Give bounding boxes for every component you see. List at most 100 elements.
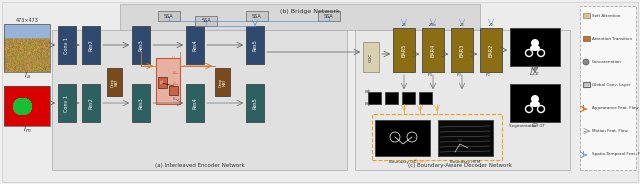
Text: $M_k^b$: $M_k^b$ bbox=[364, 88, 372, 98]
FancyBboxPatch shape bbox=[583, 13, 590, 18]
Text: BAR2: BAR2 bbox=[488, 43, 493, 57]
Text: Appearance Feat. Flow: Appearance Feat. Flow bbox=[592, 106, 639, 110]
Text: GDC: GDC bbox=[369, 52, 373, 62]
Text: $L_{CE}$: $L_{CE}$ bbox=[529, 70, 541, 78]
Text: $G^s$: $G^s$ bbox=[531, 122, 540, 130]
Text: $I_a$: $I_a$ bbox=[24, 71, 30, 81]
Text: Segmentation GT: Segmentation GT bbox=[509, 124, 545, 128]
FancyBboxPatch shape bbox=[419, 92, 432, 104]
Text: (a) Interleaved Encoder Network: (a) Interleaved Encoder Network bbox=[155, 162, 245, 167]
FancyBboxPatch shape bbox=[510, 84, 560, 122]
Text: Attention Transition: Attention Transition bbox=[592, 37, 632, 41]
Text: SSA: SSA bbox=[252, 13, 262, 19]
FancyBboxPatch shape bbox=[132, 84, 150, 122]
Text: Res3: Res3 bbox=[138, 39, 143, 51]
Text: $Z_2$: $Z_2$ bbox=[488, 21, 494, 29]
FancyBboxPatch shape bbox=[156, 58, 180, 104]
FancyBboxPatch shape bbox=[158, 77, 167, 88]
FancyBboxPatch shape bbox=[510, 28, 560, 66]
Bar bbox=[4, 24, 50, 72]
FancyBboxPatch shape bbox=[58, 84, 76, 122]
Text: $U_{a,k}$: $U_{a,k}$ bbox=[172, 69, 180, 77]
FancyBboxPatch shape bbox=[375, 120, 430, 156]
FancyBboxPatch shape bbox=[583, 36, 590, 41]
Text: Conv 1: Conv 1 bbox=[65, 36, 70, 54]
Text: SSA: SSA bbox=[164, 13, 174, 19]
Text: Soft Attention: Soft Attention bbox=[592, 14, 620, 18]
FancyBboxPatch shape bbox=[52, 30, 347, 170]
Text: Motion Feat. Flow: Motion Feat. Flow bbox=[592, 129, 628, 133]
FancyBboxPatch shape bbox=[169, 86, 178, 95]
Text: Boundary GT: Boundary GT bbox=[388, 160, 415, 164]
Text: $F_2$: $F_2$ bbox=[485, 71, 491, 79]
Text: BAR4: BAR4 bbox=[431, 43, 435, 57]
Text: (b) Bridge Network: (b) Bridge Network bbox=[280, 10, 340, 15]
Text: Boundary HEM: Boundary HEM bbox=[450, 160, 480, 164]
FancyBboxPatch shape bbox=[195, 16, 217, 26]
FancyBboxPatch shape bbox=[158, 11, 180, 21]
Text: $U_{a,k}$: $U_{a,k}$ bbox=[171, 54, 179, 62]
Text: $F_3$: $F_3$ bbox=[456, 71, 462, 79]
FancyBboxPatch shape bbox=[363, 42, 379, 72]
Circle shape bbox=[583, 59, 589, 65]
Text: SSA: SSA bbox=[201, 19, 211, 24]
Text: BAR3: BAR3 bbox=[460, 43, 465, 57]
Bar bbox=[4, 86, 50, 126]
Text: Res5: Res5 bbox=[253, 97, 257, 109]
FancyBboxPatch shape bbox=[120, 4, 480, 30]
Text: $Z_{4m}$: $Z_{4m}$ bbox=[428, 21, 438, 29]
Text: U3: U3 bbox=[160, 81, 164, 84]
Text: $M^s$: $M^s$ bbox=[531, 66, 540, 74]
Text: BAR5: BAR5 bbox=[401, 43, 406, 57]
Text: Res3: Res3 bbox=[138, 97, 143, 109]
FancyBboxPatch shape bbox=[584, 83, 589, 86]
FancyBboxPatch shape bbox=[583, 82, 590, 87]
FancyBboxPatch shape bbox=[215, 68, 230, 96]
Text: $Z_5$: $Z_5$ bbox=[401, 21, 407, 29]
Text: Spatio-Temporal Feat. Flow: Spatio-Temporal Feat. Flow bbox=[592, 152, 640, 156]
FancyBboxPatch shape bbox=[393, 28, 415, 72]
FancyBboxPatch shape bbox=[246, 11, 268, 21]
Text: $V_{a,k}$: $V_{a,k}$ bbox=[172, 80, 180, 88]
Text: SSA: SSA bbox=[324, 13, 334, 19]
Bar bbox=[580, 6, 636, 170]
FancyBboxPatch shape bbox=[132, 26, 150, 64]
Circle shape bbox=[531, 95, 539, 103]
FancyBboxPatch shape bbox=[480, 28, 502, 72]
FancyBboxPatch shape bbox=[451, 28, 473, 72]
Text: Res5: Res5 bbox=[253, 39, 257, 51]
Text: $F_4$: $F_4$ bbox=[427, 71, 433, 79]
Text: (c) Boundary-Aware Decoder Network: (c) Boundary-Aware Decoder Network bbox=[408, 162, 512, 167]
Text: Conv 1: Conv 1 bbox=[65, 95, 70, 112]
FancyBboxPatch shape bbox=[368, 92, 381, 104]
Text: Deep
MAT: Deep MAT bbox=[218, 77, 227, 87]
Text: Concatenation: Concatenation bbox=[592, 60, 622, 64]
Text: Res4: Res4 bbox=[193, 97, 198, 109]
FancyBboxPatch shape bbox=[422, 28, 444, 72]
FancyBboxPatch shape bbox=[2, 2, 638, 182]
FancyBboxPatch shape bbox=[58, 26, 76, 64]
Text: Res4: Res4 bbox=[193, 39, 198, 51]
FancyBboxPatch shape bbox=[246, 84, 264, 122]
Text: $Z_1$: $Z_1$ bbox=[459, 21, 465, 29]
FancyBboxPatch shape bbox=[385, 92, 398, 104]
Text: $\mathcal{L}_{bdry}$: $\mathcal{L}_{bdry}$ bbox=[412, 158, 428, 168]
FancyBboxPatch shape bbox=[82, 84, 100, 122]
FancyBboxPatch shape bbox=[107, 68, 122, 96]
Circle shape bbox=[531, 39, 539, 47]
Text: Res2: Res2 bbox=[88, 39, 93, 51]
FancyBboxPatch shape bbox=[246, 26, 264, 64]
FancyBboxPatch shape bbox=[402, 92, 415, 104]
Text: $V_{m,k}$: $V_{m,k}$ bbox=[172, 95, 180, 103]
Text: Deep
MAT: Deep MAT bbox=[110, 77, 119, 87]
FancyBboxPatch shape bbox=[318, 11, 340, 21]
Text: Res2: Res2 bbox=[88, 97, 93, 109]
FancyBboxPatch shape bbox=[438, 120, 493, 156]
Text: $I_m$: $I_m$ bbox=[23, 125, 31, 135]
Text: 473×473: 473×473 bbox=[15, 19, 38, 24]
Ellipse shape bbox=[530, 45, 540, 51]
Text: Global Conv. Layer: Global Conv. Layer bbox=[592, 83, 630, 87]
FancyBboxPatch shape bbox=[355, 30, 570, 170]
FancyBboxPatch shape bbox=[186, 26, 204, 64]
FancyBboxPatch shape bbox=[82, 26, 100, 64]
